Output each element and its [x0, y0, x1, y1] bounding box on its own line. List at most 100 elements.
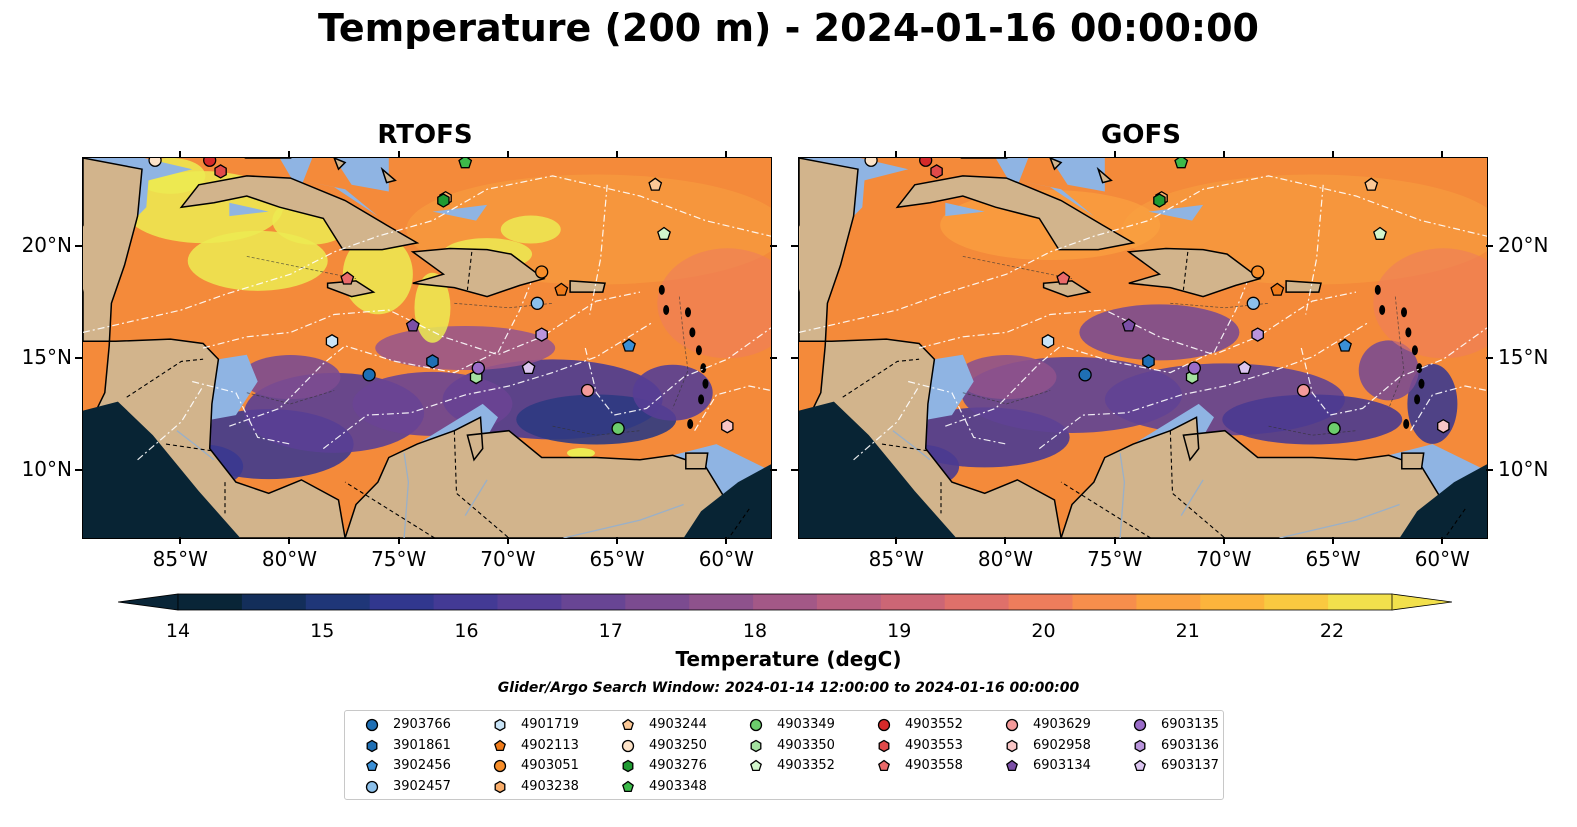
x-tick-label: 75°W [1087, 547, 1143, 571]
colorbar-title: Temperature (degC) [675, 647, 902, 671]
platform-6903135 [471, 361, 485, 375]
platform-3902457 [530, 296, 544, 310]
platform-2903766 [362, 368, 376, 382]
legend-marker [365, 718, 379, 732]
platform-6903137 [1237, 360, 1252, 375]
colorbar-segment [1200, 594, 1265, 610]
hexagon-marker-icon [494, 780, 506, 793]
platform-4901719 [325, 334, 339, 349]
platform-6903136 [1251, 327, 1264, 342]
platform-4902113 [554, 282, 569, 296]
colorbar-segment [880, 594, 946, 610]
colorbar-segment [369, 594, 435, 610]
platform-legend: 2903766 3901861 3902456 3902457 4901719 49021… [344, 710, 1224, 800]
x-tick-mark-top [1441, 151, 1444, 157]
x-tick-mark-top [397, 151, 400, 157]
y-tick-mark [75, 468, 82, 471]
colorbar [118, 593, 1452, 611]
x-tick-mark-top [725, 151, 728, 157]
legend-label: 4903352 [777, 758, 835, 773]
x-tick-label: 80°W [261, 547, 318, 571]
panel-title-rtofs: RTOFS [377, 120, 473, 150]
platform-6903135 [1187, 361, 1201, 375]
platform-6903134 [405, 318, 420, 332]
y-tick-mark [75, 245, 82, 248]
platform-6903136 [535, 327, 548, 342]
x-tick-label: 60°W [1414, 547, 1470, 571]
colorbar-segment [433, 594, 499, 610]
platform-4903250 [148, 158, 162, 167]
colorbar-segment [753, 594, 818, 610]
legend-marker [365, 780, 379, 793]
colorbar-segment [497, 594, 562, 610]
y-tick-mark-right [1486, 357, 1493, 360]
platform-4903276 [1153, 193, 1166, 208]
platform-4903352 [1373, 226, 1387, 240]
legend-label: 4903629 [1033, 717, 1091, 732]
legend-label: 4903350 [777, 737, 835, 753]
legend-marker [494, 739, 506, 751]
colorbar-tick-label: 22 [1319, 620, 1345, 642]
legend-label: 3902457 [393, 778, 451, 794]
platform-3901861 [1142, 354, 1155, 369]
land-bahamas2 [1096, 166, 1113, 184]
legend-marker [878, 759, 890, 772]
hexagon-marker-icon [494, 718, 506, 732]
land-trinidad [1401, 452, 1425, 470]
legend-label: 6903134 [1033, 758, 1091, 773]
x-tick-mark [397, 537, 400, 544]
y-tick-label-right: 10°N [1498, 456, 1549, 481]
colorbar-segment [1008, 594, 1074, 610]
x-tick-mark-top [288, 151, 291, 157]
platform-3902456 [622, 338, 636, 352]
platform-6902958 [1437, 418, 1450, 434]
x-tick-mark [725, 537, 728, 544]
land-bahamas1 [1049, 158, 1063, 171]
platform-6903134 [1121, 318, 1136, 332]
map-canvas [83, 158, 771, 538]
colorbar-segment [1136, 594, 1201, 610]
legend-marker [750, 759, 762, 772]
y-tick-mark-right [1486, 245, 1493, 248]
legend-label: 6902958 [1033, 737, 1091, 753]
pentagon-marker-icon [622, 780, 634, 792]
hexagon-marker-icon [366, 739, 378, 752]
legend-marker [1134, 739, 1146, 752]
x-tick-mark [1222, 537, 1225, 544]
colorbar-tick-label: 15 [310, 620, 335, 642]
platform-4903352 [657, 226, 671, 240]
circle-marker-icon [877, 718, 891, 732]
hexagon-marker-icon [878, 739, 890, 752]
platform-4903349 [1327, 421, 1341, 436]
x-tick-mark [179, 537, 182, 544]
platform-2903766 [1078, 368, 1092, 382]
pentagon-marker-icon [750, 759, 762, 772]
legend-label: 3901861 [393, 737, 451, 753]
x-tick-label: 85°W [868, 547, 924, 571]
x-tick-label: 65°W [589, 547, 645, 571]
x-tick-label: 60°W [698, 547, 754, 571]
colorbar-tick-label: 14 [165, 620, 191, 642]
legend-marker [622, 759, 634, 773]
platform-4903244 [1364, 177, 1379, 191]
legend-label: 3902456 [393, 758, 451, 773]
pentagon-marker-icon [494, 739, 506, 751]
legend-marker [494, 718, 506, 732]
platform-4901719 [1041, 334, 1055, 349]
circle-marker-icon [1133, 718, 1147, 732]
colorbar-segment [561, 594, 626, 610]
legend-marker [622, 718, 634, 731]
x-tick-mark-top [616, 151, 619, 157]
circle-marker-icon [365, 780, 379, 793]
circle-marker-icon [749, 718, 763, 732]
colorbar-segment [305, 594, 371, 610]
platform-4903629 [580, 383, 595, 398]
y-tick-mark-right [770, 245, 777, 248]
legend-label: 4903552 [905, 717, 963, 732]
x-tick-label: 75°W [371, 547, 427, 571]
x-tick-mark [1332, 537, 1335, 544]
legend-marker [1133, 718, 1147, 732]
legend-marker [1006, 739, 1018, 752]
pentagon-marker-icon [1134, 759, 1146, 772]
x-tick-mark [1004, 537, 1007, 544]
